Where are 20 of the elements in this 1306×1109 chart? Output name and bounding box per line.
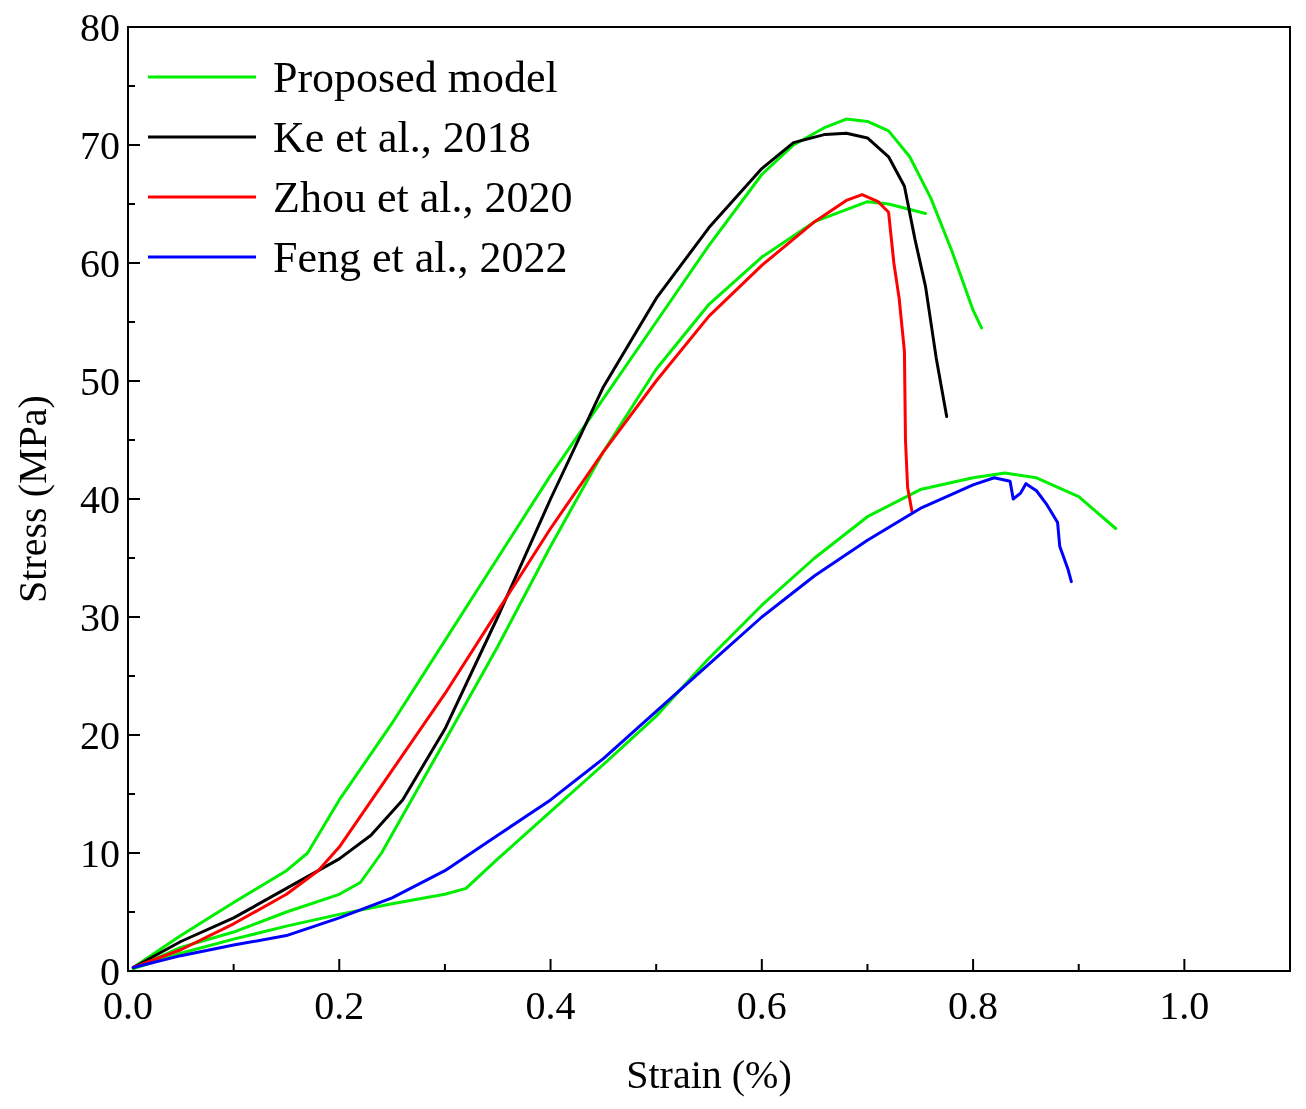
legend-label: Ke et al., 2018 <box>273 113 531 163</box>
y-tick-label: 0 <box>100 949 120 994</box>
y-tick-label: 60 <box>80 241 120 286</box>
y-tick-label: 80 <box>80 5 120 50</box>
x-tick-label: 1.0 <box>1159 983 1210 1028</box>
y-axis-title: Stress (MPa) <box>10 395 55 603</box>
y-tick-label: 20 <box>80 713 120 758</box>
x-tick-label: 0.6 <box>736 983 787 1028</box>
y-tick-label: 40 <box>80 477 120 522</box>
legend-label: Zhou et al., 2020 <box>273 173 573 223</box>
y-tick-label: 50 <box>80 359 120 404</box>
x-tick-label: 0.2 <box>314 983 365 1028</box>
legend-label: Feng et al., 2022 <box>273 233 568 283</box>
x-tick-label: 0.4 <box>525 983 576 1028</box>
x-tick-label: 0.8 <box>948 983 999 1028</box>
y-tick-label: 30 <box>80 595 120 640</box>
y-tick-label: 70 <box>80 123 120 168</box>
x-axis-title: Strain (%) <box>626 1052 792 1097</box>
legend-label: Proposed model <box>273 53 558 103</box>
y-tick-label: 10 <box>80 831 120 876</box>
